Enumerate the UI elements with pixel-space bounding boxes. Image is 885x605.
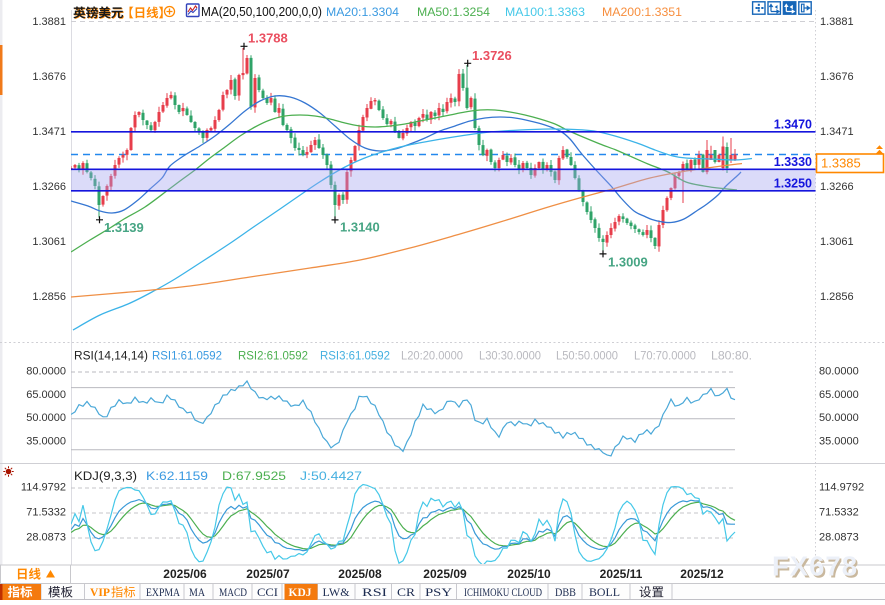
svg-text:80.0000: 80.0000 — [819, 366, 859, 378]
svg-text:L50:50.0000: L50:50.0000 — [556, 349, 618, 363]
svg-text:28.0873: 28.0873 — [819, 532, 859, 544]
svg-text:114.9792: 114.9792 — [21, 482, 66, 494]
svg-text:BOLL: BOLL — [589, 587, 620, 599]
svg-text:LW&: LW& — [323, 587, 350, 599]
svg-text:KDJ: KDJ — [289, 585, 312, 599]
svg-text:CR: CR — [397, 587, 415, 599]
svg-text:1.3726: 1.3726 — [472, 48, 512, 63]
svg-text:65.0000: 65.0000 — [819, 389, 859, 401]
svg-text:EXPMA: EXPMA — [146, 587, 181, 599]
svg-text:1.2856: 1.2856 — [32, 291, 66, 303]
svg-text:2025/07: 2025/07 — [246, 567, 290, 581]
svg-text:50.0000: 50.0000 — [26, 412, 66, 424]
svg-text:KDJ(9,3,3): KDJ(9,3,3) — [74, 469, 137, 483]
svg-text:1.3385: 1.3385 — [821, 156, 861, 171]
svg-text:35.0000: 35.0000 — [819, 436, 859, 448]
svg-text:1.3250: 1.3250 — [774, 176, 812, 190]
svg-text:MA50:1.3254: MA50:1.3254 — [417, 5, 490, 19]
svg-text:L70:70.0000: L70:70.0000 — [634, 349, 696, 363]
svg-text:RSI3:61.0592: RSI3:61.0592 — [320, 349, 390, 363]
svg-text:DBB: DBB — [555, 587, 576, 599]
svg-text:MA100:1.3363: MA100:1.3363 — [505, 5, 585, 19]
svg-text:K:62.1159: K:62.1159 — [146, 469, 208, 483]
svg-text:FX678: FX678 — [774, 552, 860, 583]
svg-text:L30:30.0000: L30:30.0000 — [479, 349, 541, 363]
svg-text:2025/12: 2025/12 — [680, 567, 724, 581]
svg-text:RSI1:61.0592: RSI1:61.0592 — [152, 349, 222, 363]
svg-text:2025/06: 2025/06 — [163, 567, 207, 581]
svg-text:1.3470: 1.3470 — [774, 117, 812, 131]
svg-text:PSY: PSY — [425, 587, 453, 599]
svg-text:MA200:1.3351: MA200:1.3351 — [602, 5, 682, 19]
svg-text:65.0000: 65.0000 — [26, 389, 66, 401]
svg-text:1.3061: 1.3061 — [32, 236, 66, 248]
svg-text:MA(20,50,100,200,0,0): MA(20,50,100,200,0,0) — [201, 5, 322, 19]
svg-text:VIP: VIP — [90, 585, 110, 599]
svg-text:1.2856: 1.2856 — [820, 291, 854, 303]
svg-text:1.3676: 1.3676 — [820, 71, 854, 83]
svg-text:2025/09: 2025/09 — [423, 567, 467, 581]
svg-text:L20:20.0000: L20:20.0000 — [401, 349, 463, 363]
svg-text:1.3788: 1.3788 — [248, 31, 288, 46]
svg-text:MA20:1.3304: MA20:1.3304 — [326, 5, 399, 19]
svg-text:1.3471: 1.3471 — [32, 126, 66, 138]
svg-text:1.3140: 1.3140 — [340, 220, 380, 235]
svg-text:FX678: FX678 — [772, 551, 858, 582]
svg-text:ICHIMOKU CLOUD: ICHIMOKU CLOUD — [464, 587, 542, 599]
svg-text:1.3061: 1.3061 — [820, 236, 854, 248]
svg-text:1.3471: 1.3471 — [820, 126, 854, 138]
svg-text:D:67.9525: D:67.9525 — [222, 469, 286, 483]
svg-text:1.3330: 1.3330 — [774, 155, 812, 169]
svg-text:1.3676: 1.3676 — [32, 71, 66, 83]
svg-text:J:50.4427: J:50.4427 — [300, 469, 362, 483]
svg-text:RSI: RSI — [362, 587, 387, 599]
svg-text:71.5332: 71.5332 — [819, 507, 859, 519]
svg-text:50.0000: 50.0000 — [819, 412, 859, 424]
svg-text:1.3139: 1.3139 — [104, 220, 144, 235]
svg-text:MA: MA — [189, 587, 206, 599]
svg-text:1.3266: 1.3266 — [820, 181, 854, 193]
svg-text:28.0873: 28.0873 — [26, 532, 66, 544]
svg-text:2025/10: 2025/10 — [507, 567, 551, 581]
svg-text:RSI(14,14,14): RSI(14,14,14) — [74, 349, 148, 363]
svg-text:1.3881: 1.3881 — [32, 16, 66, 28]
svg-text:2025/08: 2025/08 — [338, 567, 382, 581]
svg-text:35.0000: 35.0000 — [26, 436, 66, 448]
svg-text:RSI2:61.0592: RSI2:61.0592 — [238, 349, 308, 363]
svg-text:CCI: CCI — [257, 587, 278, 599]
svg-text:80.0000: 80.0000 — [26, 366, 66, 378]
svg-text:1.3881: 1.3881 — [820, 16, 854, 28]
svg-text:L80:80.: L80:80. — [711, 349, 752, 363]
svg-text:71.5332: 71.5332 — [26, 507, 66, 519]
svg-text:1.3009: 1.3009 — [608, 255, 648, 270]
svg-text:MACD: MACD — [219, 587, 247, 599]
svg-text:1.3266: 1.3266 — [32, 181, 66, 193]
svg-text:2025/11: 2025/11 — [600, 567, 643, 581]
svg-text:114.9792: 114.9792 — [819, 482, 864, 494]
